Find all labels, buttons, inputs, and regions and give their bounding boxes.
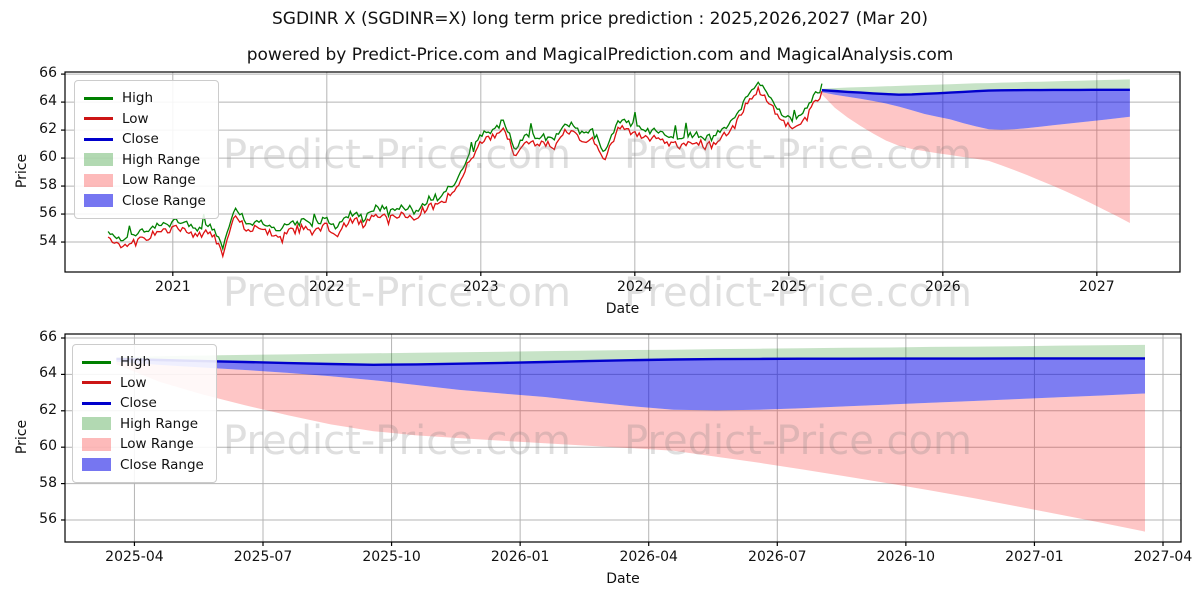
- x-tick-label: 2026-10: [876, 549, 936, 565]
- legend-line-swatch: [82, 381, 111, 385]
- legend-item: High Range: [82, 414, 204, 435]
- legend-item: Close: [84, 129, 206, 150]
- y-tick-label: 64: [39, 93, 57, 110]
- x-tick-label: 2027-01: [1005, 549, 1064, 565]
- x-tick-label: 2024: [616, 279, 653, 295]
- legend-box: High Low Close High Range Low Range Close Ran…: [74, 80, 219, 219]
- y-axis-label: Price: [14, 153, 30, 189]
- legend-label: High Range: [122, 151, 201, 168]
- x-axis-label: Date: [605, 301, 640, 317]
- legend-label: High: [120, 354, 152, 371]
- x-tick-label: 2025-04: [105, 549, 164, 565]
- legend-line-swatch: [84, 96, 113, 100]
- legend-label: Low Range: [122, 172, 196, 189]
- legend-line-swatch: [82, 360, 111, 364]
- x-tick-label: 2026-07: [748, 549, 807, 565]
- y-tick-label: 64: [39, 365, 57, 382]
- legend-item: Low Range: [84, 170, 206, 191]
- legend-item: Low Range: [82, 434, 204, 455]
- legend-label: Close Range: [120, 456, 204, 473]
- y-tick-label: 56: [39, 510, 57, 527]
- page-title: SGDINR X (SGDINR=X) long term price pred…: [272, 9, 928, 29]
- y-tick-label: 66: [39, 329, 57, 345]
- legend-item: Close Range: [84, 191, 206, 212]
- x-tick-label: 2027-04: [1133, 549, 1193, 565]
- legend-patch-swatch: [82, 417, 111, 431]
- legend-box: High Low Close High Range Low Range Close Ran…: [72, 344, 217, 483]
- legend-line-swatch: [84, 117, 113, 121]
- page-subtitle: powered by Predict-Price.com and Magical…: [246, 45, 954, 65]
- x-tick-label: 2025: [770, 279, 807, 295]
- legend-label: High Range: [120, 415, 199, 432]
- legend-item: Close: [82, 393, 204, 414]
- x-tick-label: 2023: [462, 279, 499, 295]
- legend-patch-swatch: [82, 437, 111, 451]
- legend-item: High Range: [84, 150, 206, 171]
- x-tick-label: 2025-07: [233, 549, 293, 565]
- x-tick-label: 2027: [1079, 279, 1115, 295]
- y-tick-label: 54: [39, 233, 57, 250]
- y-tick-label: 58: [39, 177, 57, 194]
- legend-item: High: [84, 88, 206, 109]
- legend-item: Low: [82, 373, 204, 394]
- legend-item: Low: [84, 109, 206, 130]
- legend-label: High: [122, 90, 154, 107]
- legend-line-swatch: [84, 137, 113, 141]
- y-tick-label: 58: [39, 474, 57, 491]
- x-tick-label: 2021: [154, 279, 191, 295]
- x-tick-label: 2025-10: [362, 549, 421, 565]
- x-tick-label: 2026-01: [490, 549, 550, 565]
- legend-item: Close Range: [82, 455, 204, 476]
- legend-item: High: [82, 352, 204, 373]
- legend-label: Low Range: [120, 436, 194, 453]
- legend-patch-swatch: [84, 173, 113, 187]
- x-tick-label: 2026: [925, 279, 961, 295]
- y-tick-label: 60: [39, 149, 57, 166]
- y-axis-label: Price: [14, 419, 30, 455]
- legend-label: Low: [120, 374, 147, 391]
- y-tick-label: 66: [39, 65, 57, 82]
- legend-label: Close: [122, 131, 159, 148]
- x-axis-label: Date: [606, 571, 640, 587]
- legend-line-swatch: [82, 401, 111, 405]
- legend-patch-swatch: [82, 458, 111, 472]
- x-tick-label: 2026-04: [619, 549, 678, 565]
- y-tick-label: 62: [39, 121, 57, 138]
- legend-patch-swatch: [84, 194, 113, 208]
- y-tick-label: 56: [39, 205, 57, 222]
- y-tick-label: 60: [39, 438, 57, 455]
- legend-label: Low: [122, 110, 149, 127]
- legend-label: Close: [120, 395, 157, 412]
- x-tick-label: 2022: [308, 279, 345, 295]
- legend-label: Close Range: [122, 192, 206, 209]
- y-tick-label: 62: [39, 401, 57, 418]
- legend-patch-swatch: [84, 153, 113, 167]
